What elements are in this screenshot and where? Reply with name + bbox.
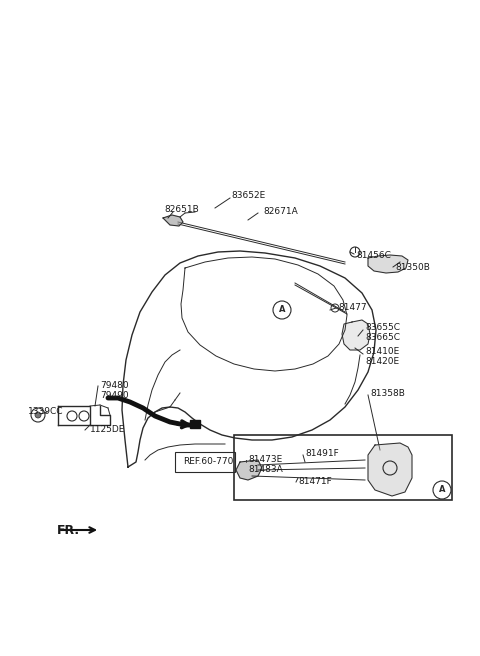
Text: 82671A: 82671A	[263, 207, 298, 216]
Polygon shape	[236, 460, 262, 480]
Text: 81410E: 81410E	[365, 348, 399, 356]
Text: REF.60-770: REF.60-770	[183, 457, 233, 466]
Polygon shape	[368, 255, 408, 273]
Text: 81471F: 81471F	[298, 476, 332, 485]
Bar	[175, 452, 235, 472]
Text: 81491F: 81491F	[305, 449, 339, 457]
Text: 83665C: 83665C	[365, 333, 400, 342]
Polygon shape	[342, 320, 370, 350]
Text: FR.: FR.	[57, 523, 80, 537]
Text: 83652E: 83652E	[231, 190, 265, 199]
Text: 1339CC: 1339CC	[28, 407, 63, 415]
Text: 81358B: 81358B	[370, 388, 405, 398]
Text: 79480: 79480	[100, 380, 129, 390]
Polygon shape	[368, 443, 412, 496]
Circle shape	[35, 412, 41, 418]
Text: 81350B: 81350B	[395, 262, 430, 272]
Text: 1125DE: 1125DE	[90, 426, 125, 434]
Text: 81483A: 81483A	[248, 466, 283, 474]
Text: 82651B: 82651B	[165, 205, 199, 215]
Bar	[190, 420, 200, 428]
Text: 81420E: 81420E	[365, 358, 399, 367]
Text: 83655C: 83655C	[365, 323, 400, 333]
Text: A: A	[439, 485, 445, 495]
Text: 79490: 79490	[100, 392, 129, 401]
Text: A: A	[279, 306, 285, 314]
Text: 81473E: 81473E	[248, 455, 282, 464]
Polygon shape	[163, 215, 183, 226]
Text: 81477: 81477	[338, 302, 367, 312]
Bar	[234, 435, 452, 500]
Text: 81456C: 81456C	[356, 251, 391, 260]
